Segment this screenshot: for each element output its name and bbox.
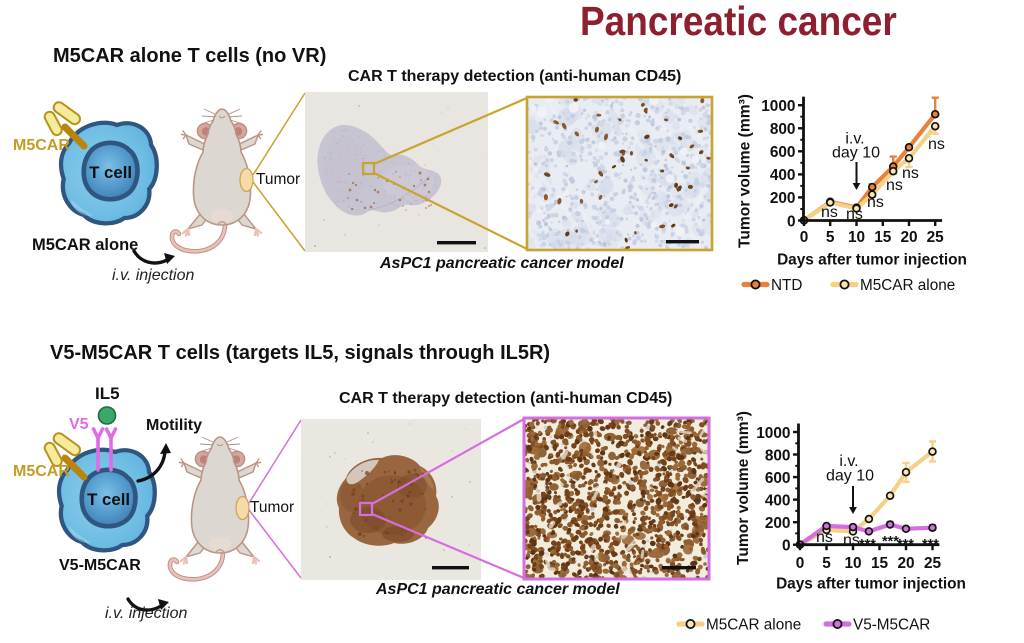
- svg-text:400: 400: [770, 167, 796, 184]
- svg-text:20: 20: [897, 555, 914, 572]
- svg-text:Tumor volume (mm³): Tumor volume (mm³): [735, 411, 752, 565]
- svg-text:ns: ns: [867, 194, 884, 211]
- svg-text:20: 20: [900, 229, 917, 246]
- svg-text:***: ***: [897, 537, 914, 553]
- svg-text:ns: ns: [928, 136, 945, 153]
- svg-text:10: 10: [848, 229, 865, 246]
- svg-text:800: 800: [765, 447, 791, 464]
- svg-text:0: 0: [782, 538, 791, 555]
- svg-text:Days after tumor injection: Days after tumor injection: [777, 252, 967, 269]
- svg-text:day 10: day 10: [826, 468, 874, 485]
- svg-text:10: 10: [844, 555, 861, 572]
- svg-text:25: 25: [927, 229, 945, 246]
- svg-text:Days after tumor injection: Days after tumor injection: [776, 576, 966, 593]
- svg-text:***: ***: [882, 534, 899, 550]
- svg-text:ns: ns: [902, 165, 919, 182]
- svg-text:15: 15: [871, 555, 889, 572]
- svg-text:1000: 1000: [761, 98, 795, 115]
- svg-text:600: 600: [770, 144, 796, 161]
- svg-text:V5-M5CAR: V5-M5CAR: [853, 617, 930, 634]
- svg-text:M5CAR alone: M5CAR alone: [706, 617, 801, 634]
- svg-text:ns: ns: [821, 204, 838, 221]
- svg-text:400: 400: [765, 492, 791, 509]
- svg-text:i.v.: i.v.: [839, 453, 858, 470]
- svg-text:5: 5: [826, 229, 835, 246]
- svg-text:ns: ns: [816, 529, 833, 546]
- svg-text:ns: ns: [846, 206, 863, 223]
- svg-text:day 10: day 10: [832, 145, 880, 162]
- svg-text:i.v.: i.v.: [845, 131, 864, 148]
- svg-text:***: ***: [859, 537, 876, 553]
- svg-text:NTD: NTD: [771, 277, 802, 294]
- svg-text:ns: ns: [886, 177, 903, 194]
- svg-text:Tumor volume (mm³): Tumor volume (mm³): [737, 94, 754, 248]
- svg-text:0: 0: [796, 555, 805, 572]
- svg-text:1000: 1000: [756, 425, 790, 442]
- svg-text:T cell: T cell: [87, 490, 130, 509]
- svg-text:M5CAR alone: M5CAR alone: [860, 277, 955, 294]
- svg-text:15: 15: [874, 229, 892, 246]
- svg-text:200: 200: [765, 515, 791, 532]
- svg-text:T cell: T cell: [89, 163, 132, 182]
- svg-text:5: 5: [822, 555, 831, 572]
- svg-text:200: 200: [770, 190, 796, 207]
- svg-text:25: 25: [924, 555, 942, 572]
- svg-text:0: 0: [787, 213, 796, 230]
- svg-text:ns: ns: [843, 532, 860, 549]
- svg-text:600: 600: [765, 470, 791, 487]
- svg-text:***: ***: [922, 537, 939, 553]
- svg-text:800: 800: [770, 121, 796, 138]
- svg-text:0: 0: [800, 229, 809, 246]
